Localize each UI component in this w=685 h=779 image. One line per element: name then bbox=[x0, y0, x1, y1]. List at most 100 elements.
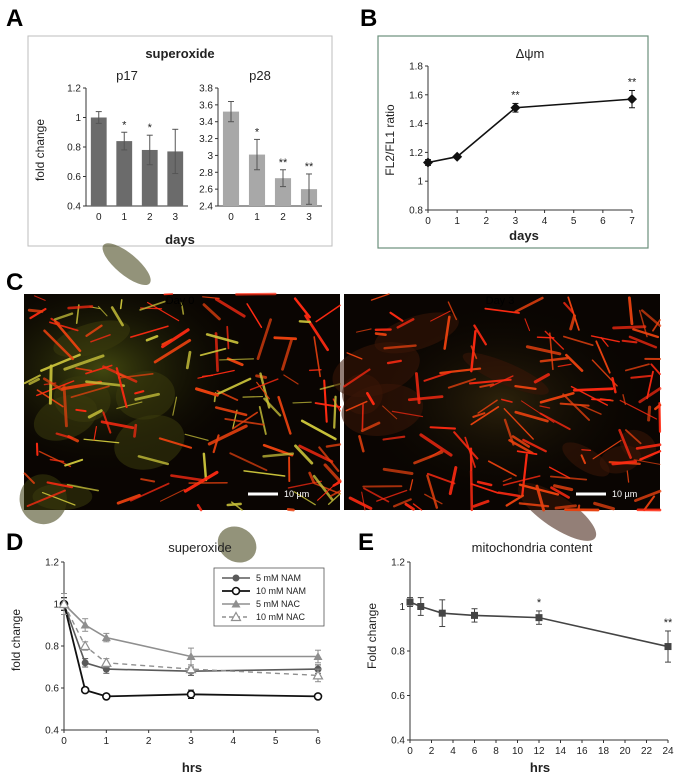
chart-d-point bbox=[312, 669, 324, 680]
cell-body-shape bbox=[115, 370, 175, 420]
mitochondria-fiber bbox=[361, 403, 364, 430]
chart-a1-bar bbox=[167, 151, 184, 206]
chart-d-x-tick-label: 2 bbox=[146, 736, 152, 747]
mitochondria-fiber bbox=[404, 502, 415, 511]
chart-a2-significance: ** bbox=[279, 157, 288, 169]
chart-d-legend: 5 mM NAM 10 mM NAM 5 mM NAC 10 mM NAC bbox=[213, 567, 325, 627]
chart-d-point bbox=[58, 598, 70, 609]
chart-e-ylabel: Fold change bbox=[365, 603, 379, 669]
mitochondria-fiber bbox=[590, 335, 620, 343]
chart-e-x-tick-label: 24 bbox=[662, 746, 674, 757]
mitochondria-fiber bbox=[595, 340, 611, 374]
mitochondria-fiber bbox=[85, 380, 126, 388]
mitochondria-fiber bbox=[522, 438, 547, 453]
mitochondria-fiber bbox=[183, 470, 219, 493]
mitochondria-fiber bbox=[539, 356, 569, 363]
mitochondria-fiber bbox=[407, 395, 444, 402]
chart-a2-x-tick-label: 1 bbox=[254, 212, 260, 223]
mitochondria-fiber bbox=[470, 406, 500, 426]
mitochondria-fiber bbox=[391, 410, 424, 418]
mitochondria-fiber bbox=[479, 383, 495, 388]
chart-a1-significance: * bbox=[122, 119, 127, 131]
mitochondria-fiber bbox=[117, 372, 154, 379]
chart-e-y-tick-label: 1 bbox=[399, 602, 405, 613]
chart-a1-x-tick-label: 2 bbox=[147, 212, 153, 223]
chart-d-title: superoxide bbox=[168, 540, 232, 555]
chart-d-point bbox=[313, 652, 323, 660]
chart-b-y-tick-label: 1.2 bbox=[409, 148, 423, 159]
mitochondria-fiber bbox=[569, 314, 577, 331]
mitochondria-fiber bbox=[627, 296, 634, 326]
panel-e: mitochondria content Fold change hrs 0.4… bbox=[365, 540, 674, 775]
panel-d: superoxide fold change hrs 0.4 0.6 0.8 1 1.2… bbox=[9, 540, 325, 775]
mitochondria-fiber bbox=[87, 409, 103, 419]
mitochondria-fiber bbox=[625, 429, 642, 445]
mitochondria-fiber bbox=[508, 439, 534, 455]
chart-e-y-tick-label: 0.8 bbox=[391, 647, 405, 658]
chart-b-ylabel: FL2/FL1 ratio bbox=[383, 104, 397, 176]
mitochondria-fiber bbox=[116, 401, 143, 410]
chart-b-point bbox=[452, 151, 463, 162]
mitochondria-fiber bbox=[650, 363, 661, 376]
chart-d-x-tick-label: 6 bbox=[315, 736, 321, 747]
mitochondria-fiber bbox=[43, 329, 75, 361]
mitochondria-fiber bbox=[447, 301, 458, 321]
mitochondria-fiber bbox=[386, 359, 402, 365]
mitochondria-fiber bbox=[93, 426, 97, 441]
mitochondria-fiber bbox=[226, 502, 242, 507]
mitochondria-fiber bbox=[469, 469, 474, 512]
mitochondria-fiber bbox=[549, 475, 588, 481]
mitochondria-fiber bbox=[501, 398, 513, 403]
mitochondria-fiber bbox=[392, 498, 412, 508]
chart-a2-y-tick-label: 3.4 bbox=[199, 117, 213, 128]
mitochondria-fiber bbox=[580, 454, 587, 465]
mitochondria-fiber bbox=[355, 328, 372, 333]
mitochondria-fiber bbox=[548, 466, 571, 479]
mitochondria-fiber bbox=[611, 460, 638, 466]
chart-a1-y-tick-label: 1.2 bbox=[67, 84, 81, 95]
mitochondria-fiber bbox=[633, 459, 661, 465]
chart-b-x-tick-label: 6 bbox=[600, 216, 606, 227]
chart-e-x-tick-label: 4 bbox=[450, 746, 456, 757]
mitochondria-fiber bbox=[554, 504, 577, 510]
mitochondria-fiber bbox=[638, 387, 662, 404]
mitochondria-fiber bbox=[26, 489, 66, 507]
chart-a2-bar bbox=[222, 111, 240, 206]
chart-e-x-tick-label: 10 bbox=[512, 746, 524, 757]
mitochondria-fiber bbox=[592, 439, 622, 460]
mitochondria-fiber bbox=[514, 296, 544, 313]
mitochondria-fiber bbox=[476, 480, 493, 487]
mitochondria-fiber bbox=[630, 374, 652, 379]
mitochondria-fiber bbox=[448, 466, 458, 496]
mitochondria-fiber bbox=[97, 305, 108, 317]
mitochondria-fiber bbox=[298, 320, 312, 324]
chart-b-point bbox=[423, 157, 433, 168]
mitochondria-fiber bbox=[277, 395, 292, 435]
mitochondria-fiber bbox=[514, 410, 549, 423]
chart-a1-y-tick-label: 1 bbox=[75, 113, 81, 124]
cell-body-shape bbox=[517, 482, 597, 541]
mitochondria-fiber bbox=[139, 300, 166, 311]
panel-letter-e: E bbox=[358, 529, 374, 556]
mitochondria-fiber bbox=[195, 387, 219, 397]
chart-d-point bbox=[79, 640, 91, 651]
micrograph-day3: Day 3 10 µm bbox=[332, 293, 662, 541]
mitochondria-fiber bbox=[563, 335, 594, 346]
mitochondria-fiber bbox=[618, 428, 632, 459]
chart-e-point bbox=[535, 614, 543, 622]
mitochondria-fiber bbox=[565, 353, 584, 372]
mitochondria-fiber bbox=[524, 318, 531, 332]
mitochondria-fiber bbox=[370, 293, 390, 301]
mitochondria-fiber bbox=[611, 376, 617, 394]
mitochondria-fiber bbox=[503, 408, 534, 440]
mitochondria-fiber bbox=[137, 455, 170, 466]
chart-d-x-tick-label: 1 bbox=[104, 736, 110, 747]
mitochondria-fiber bbox=[64, 458, 84, 467]
micrograph-day0-fibers bbox=[19, 243, 342, 563]
chart-e-title: mitochondria content bbox=[472, 540, 593, 555]
cell-body-shape bbox=[562, 442, 610, 477]
micrograph-day0-label: Day 0 bbox=[166, 295, 195, 307]
chart-e-xlabel: hrs bbox=[530, 760, 550, 775]
chart-e-x-tick-label: 0 bbox=[407, 746, 413, 757]
mitochondria-fiber bbox=[329, 490, 341, 497]
